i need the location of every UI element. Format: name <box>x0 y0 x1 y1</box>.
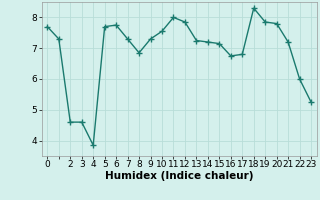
X-axis label: Humidex (Indice chaleur): Humidex (Indice chaleur) <box>105 171 253 181</box>
